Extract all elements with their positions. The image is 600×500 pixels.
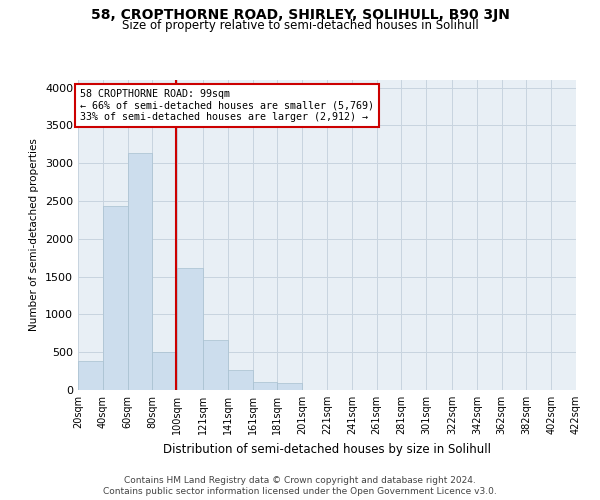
Bar: [203, 340, 228, 390]
Text: 58, CROPTHORNE ROAD, SHIRLEY, SOLIHULL, B90 3JN: 58, CROPTHORNE ROAD, SHIRLEY, SOLIHULL, …: [91, 8, 509, 22]
Bar: [253, 382, 277, 390]
Y-axis label: Number of semi-detached properties: Number of semi-detached properties: [29, 138, 40, 332]
Bar: [228, 370, 253, 390]
Bar: [277, 383, 302, 390]
Bar: [177, 268, 203, 390]
Text: Contains HM Land Registry data © Crown copyright and database right 2024.: Contains HM Land Registry data © Crown c…: [124, 476, 476, 485]
Bar: [128, 154, 152, 390]
Bar: [103, 206, 128, 390]
Text: 58 CROPTHORNE ROAD: 99sqm
← 66% of semi-detached houses are smaller (5,769)
33% : 58 CROPTHORNE ROAD: 99sqm ← 66% of semi-…: [80, 89, 374, 122]
Text: Size of property relative to semi-detached houses in Solihull: Size of property relative to semi-detach…: [122, 19, 478, 32]
Text: Distribution of semi-detached houses by size in Solihull: Distribution of semi-detached houses by …: [163, 442, 491, 456]
Text: Contains public sector information licensed under the Open Government Licence v3: Contains public sector information licen…: [103, 487, 497, 496]
Bar: [152, 352, 177, 390]
Bar: [78, 360, 103, 390]
